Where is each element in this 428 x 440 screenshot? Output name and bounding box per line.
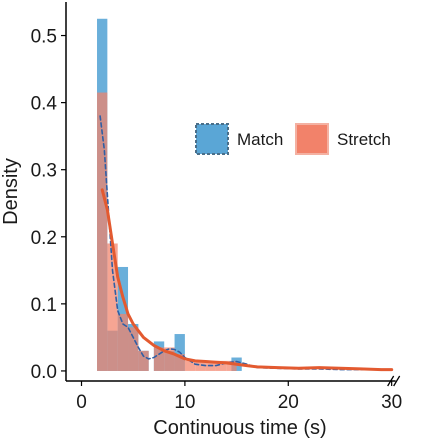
y-tick-label: 0.5 <box>31 27 57 48</box>
legend-item-match: Match <box>195 123 283 155</box>
bar-stretch-1 <box>107 243 118 371</box>
y-tick-label: 0.0 <box>31 362 57 383</box>
y-tick-label: 0.2 <box>31 228 57 249</box>
bar-stretch-6 <box>164 347 175 371</box>
bar-stretch-2 <box>117 313 129 371</box>
bar-stretch-4 <box>138 350 149 371</box>
bar-stretch-11 <box>215 360 227 371</box>
x-axis-title: Continuous time (s) <box>153 417 326 439</box>
histogram-bars <box>97 18 242 371</box>
bar-stretch-8 <box>184 360 196 371</box>
legend-swatch-match <box>195 123 229 155</box>
axis-break-slash <box>387 375 395 387</box>
bar-stretch-5 <box>153 347 165 371</box>
y-axis-title: Density <box>0 158 22 225</box>
axis-ticks: 0.0 0.1 0.2 0.3 0.4 0.5 0 10 20 30 <box>31 27 403 413</box>
x-axis-break-mark <box>387 375 401 387</box>
x-tick-label: 20 <box>278 392 299 413</box>
bar-stretch-9 <box>195 360 206 371</box>
bar-stretch-12 <box>226 360 237 371</box>
axis-break-slash <box>393 375 401 387</box>
y-tick-label: 0.4 <box>31 94 58 115</box>
y-tick-label: 0.1 <box>31 295 57 316</box>
y-tick-label: 0.3 <box>31 161 57 182</box>
bar-stretch-0 <box>97 92 108 371</box>
legend-swatch-stretch <box>295 123 329 155</box>
legend-item-stretch: Stretch <box>295 123 391 155</box>
legend: Match Stretch <box>195 123 391 155</box>
density-curves <box>99 115 394 372</box>
density-line-stretch <box>100 188 394 372</box>
legend-label-stretch: Stretch <box>337 130 391 149</box>
bar-stretch-7 <box>174 354 185 371</box>
x-tick-label: 10 <box>174 392 195 413</box>
legend-label-match: Match <box>237 130 283 149</box>
x-tick-label: 30 <box>381 392 402 413</box>
density-line-match <box>99 115 393 371</box>
x-tick-label: 0 <box>76 392 87 413</box>
bars-stretch <box>97 92 237 371</box>
bar-stretch-3 <box>128 327 139 371</box>
axes <box>65 2 396 382</box>
